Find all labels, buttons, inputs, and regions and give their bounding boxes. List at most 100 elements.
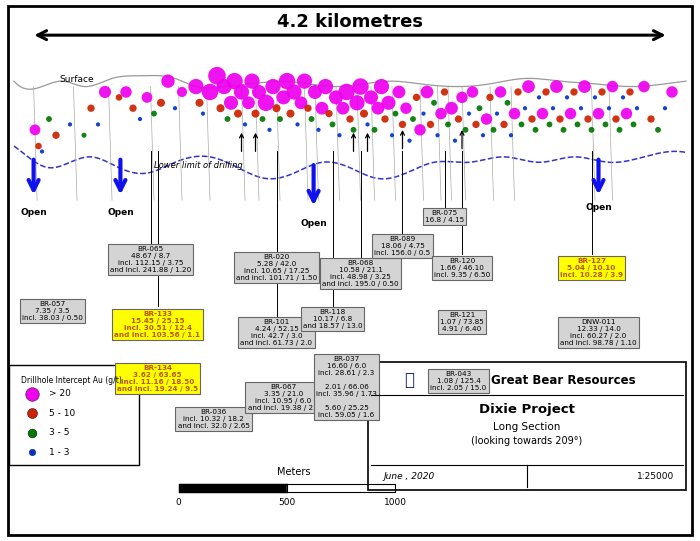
Point xyxy=(113,93,125,102)
Point xyxy=(299,77,310,85)
Point xyxy=(383,98,394,107)
Point xyxy=(558,126,569,134)
Point xyxy=(435,109,447,118)
FancyBboxPatch shape xyxy=(368,362,686,490)
Text: BR-101
4.24 / 52.15
incl. 42.7 / 3.0
and incl. 61.73 / 2.0: BR-101 4.24 / 52.15 incl. 42.7 / 3.0 and… xyxy=(241,319,312,346)
Point xyxy=(561,93,573,102)
Point xyxy=(372,104,384,113)
Point xyxy=(628,120,639,129)
Text: BR-068
10.58 / 21.1
incl. 48.98 / 3.25
and incl. 195.0 / 0.50: BR-068 10.58 / 21.1 incl. 48.98 / 3.25 a… xyxy=(322,260,399,287)
Point xyxy=(120,88,132,96)
Text: Dixie Project: Dixie Project xyxy=(479,403,575,416)
Text: 5 - 10: 5 - 10 xyxy=(49,409,76,418)
Point xyxy=(250,109,261,118)
Point xyxy=(365,93,377,102)
Point xyxy=(27,428,38,437)
Text: 1000: 1000 xyxy=(384,498,407,507)
Point xyxy=(288,88,300,96)
Point xyxy=(330,93,342,102)
Point xyxy=(614,126,625,134)
Point xyxy=(596,88,608,96)
Point xyxy=(474,104,485,113)
Point xyxy=(512,88,524,96)
Point xyxy=(428,98,440,107)
Point xyxy=(554,115,566,123)
Text: BR-134
3.62 / 63.65
incl. 11.16 / 18.50
and incl. 19.24 / 9.5: BR-134 3.62 / 63.65 incl. 11.16 / 18.50 … xyxy=(117,365,198,392)
Text: BR-065
48.67 / 8.7
incl. 112.15 / 3.75
and incl. 241.88 / 1.20: BR-065 48.67 / 8.7 incl. 112.15 / 3.75 a… xyxy=(110,246,191,273)
FancyBboxPatch shape xyxy=(9,365,139,465)
Text: 4.2 kilometres: 4.2 kilometres xyxy=(277,14,423,31)
Point xyxy=(568,88,580,96)
Point xyxy=(607,82,618,91)
Point xyxy=(610,115,622,123)
Point xyxy=(600,120,611,129)
Point xyxy=(400,104,412,113)
Text: Surface: Surface xyxy=(60,75,94,84)
Point xyxy=(176,88,188,96)
Point xyxy=(274,115,286,123)
Point xyxy=(302,104,314,113)
Point xyxy=(379,115,391,123)
Point xyxy=(253,88,265,96)
Point xyxy=(134,115,146,123)
Point xyxy=(358,109,370,118)
Point xyxy=(43,115,55,123)
Point xyxy=(327,120,338,129)
Point xyxy=(141,93,153,102)
Text: BR-075
16.8 / 4.15: BR-075 16.8 / 4.15 xyxy=(425,210,464,223)
Point xyxy=(586,126,597,134)
Point xyxy=(579,82,590,91)
Point xyxy=(127,104,139,113)
Point xyxy=(85,104,97,113)
Point xyxy=(652,126,664,134)
Text: Long Section: Long Section xyxy=(493,422,561,432)
Text: 0: 0 xyxy=(176,498,181,507)
FancyBboxPatch shape xyxy=(8,6,692,535)
Point xyxy=(222,115,233,123)
Point xyxy=(33,142,44,150)
Point xyxy=(50,131,62,140)
Text: Open: Open xyxy=(20,208,47,217)
Point xyxy=(449,136,461,145)
Point xyxy=(456,93,468,102)
Point xyxy=(355,82,366,91)
Point xyxy=(99,88,111,96)
Point xyxy=(505,131,517,140)
Point xyxy=(533,93,545,102)
Point xyxy=(285,109,296,118)
Point xyxy=(603,104,615,113)
Text: Great Bear Resources: Great Bear Resources xyxy=(491,374,636,387)
Point xyxy=(502,98,513,107)
Point xyxy=(155,98,167,107)
Point xyxy=(666,88,678,96)
Point xyxy=(323,109,335,118)
Point xyxy=(239,120,251,129)
Point xyxy=(491,109,503,118)
Point xyxy=(495,88,506,96)
Point xyxy=(243,98,254,107)
Point xyxy=(404,136,415,145)
Point xyxy=(313,126,324,134)
Point xyxy=(659,104,671,113)
Point xyxy=(194,98,205,107)
Point xyxy=(341,88,352,96)
Point xyxy=(530,126,541,134)
Point xyxy=(631,104,643,113)
Point xyxy=(442,120,454,129)
Point xyxy=(484,93,496,102)
Point xyxy=(425,120,436,129)
Text: BR-037
16.60 / 6.0
incl. 28.61 / 2.3

2.01 / 66.06
incl. 35.96 / 1.73

5.60 / 25: BR-037 16.60 / 6.0 incl. 28.61 / 2.3 2.0… xyxy=(316,356,377,418)
Text: June , 2020: June , 2020 xyxy=(384,472,435,481)
Point xyxy=(390,109,401,118)
Point xyxy=(376,82,387,91)
Point xyxy=(229,77,240,85)
Point xyxy=(271,104,282,113)
Point xyxy=(582,115,594,123)
Point xyxy=(418,109,429,118)
Text: Open: Open xyxy=(107,208,134,217)
Point xyxy=(624,88,636,96)
Point xyxy=(467,88,478,96)
Point xyxy=(218,82,230,91)
Point xyxy=(169,104,181,113)
Point xyxy=(488,126,499,134)
